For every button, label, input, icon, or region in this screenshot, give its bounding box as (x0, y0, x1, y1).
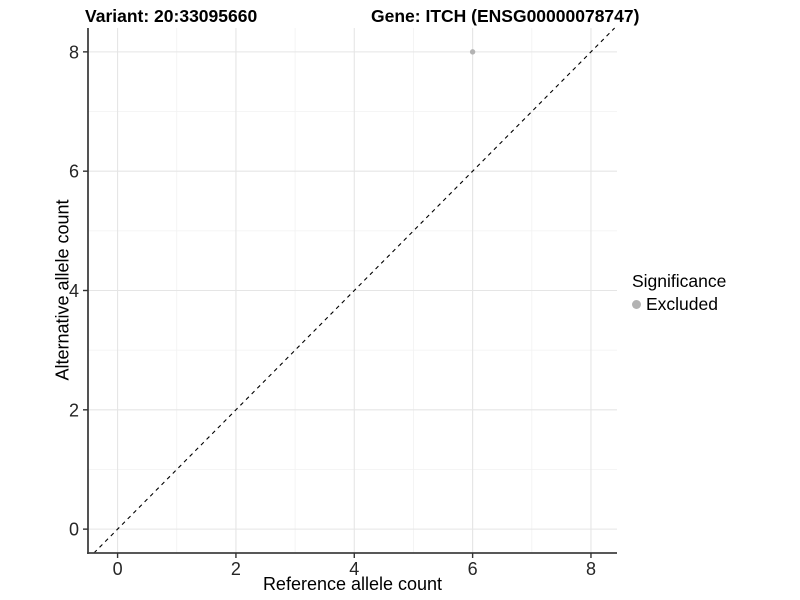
y-tick-label: 2 (69, 400, 79, 420)
legend-entry: Excluded (632, 294, 726, 314)
legend-title: Significance (632, 271, 727, 291)
y-axis-title: Alternative allele count (52, 199, 73, 381)
identity-line (93, 27, 616, 554)
legend-entry-label: Excluded (646, 294, 718, 314)
y-tick-label: 4 (69, 281, 79, 301)
x-tick-label: 8 (586, 559, 596, 579)
gene-title: Gene: ITCH (ENSG00000078747) (371, 6, 640, 26)
x-tick-label: 0 (113, 559, 123, 579)
y-tick-label: 0 (69, 520, 79, 540)
legend: Significance Excluded (632, 271, 726, 314)
y-tick-label: 6 (69, 162, 79, 182)
variant-title: Variant: 20:33095660 (85, 6, 258, 26)
x-axis-title: Reference allele count (262, 574, 443, 594)
legend-key-dot-icon (632, 299, 641, 309)
x-tick-label: 2 (231, 559, 241, 579)
x-tick-label: 4 (349, 559, 359, 579)
y-tick-label: 8 (69, 42, 79, 62)
x-tick-label: 6 (468, 559, 478, 579)
data-point (469, 49, 476, 55)
